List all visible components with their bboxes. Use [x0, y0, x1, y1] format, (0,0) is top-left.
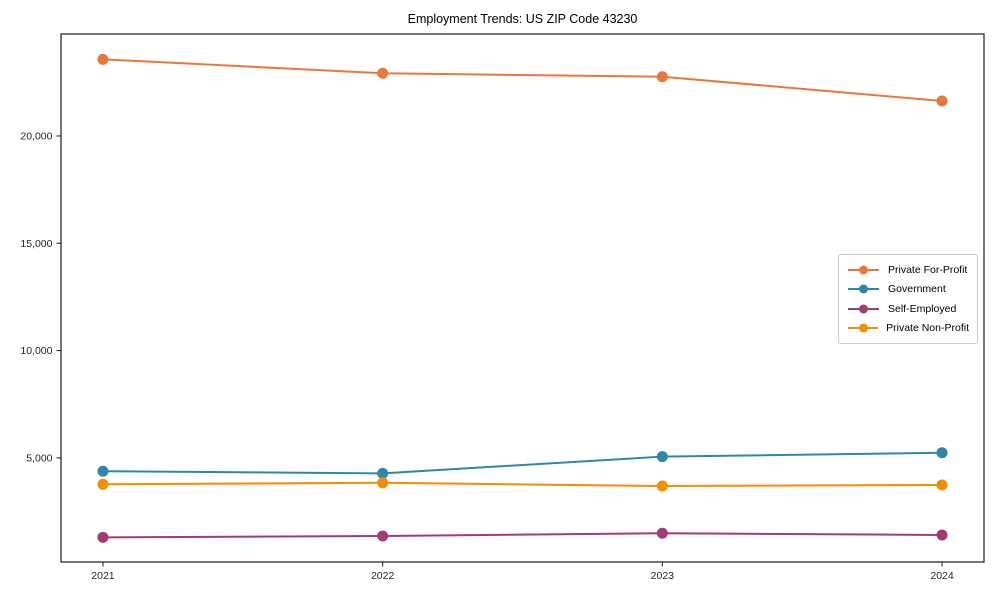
legend-label: Private For-Profit	[888, 264, 968, 276]
chart-title: Employment Trends: US ZIP Code 43230	[407, 12, 638, 26]
legend-item-government: Government	[847, 280, 969, 298]
y-tick-label: 10,000	[20, 345, 52, 357]
legend-item-private-non-profit: Private Non-Profit	[847, 319, 969, 337]
series-marker-government	[656, 451, 668, 463]
series-marker-government	[377, 467, 389, 479]
legend-marker-icon	[848, 265, 879, 275]
series-marker-private-for-profit	[656, 71, 668, 83]
x-tick-label: 2024	[930, 570, 954, 582]
series-marker-government	[936, 447, 948, 459]
legend-label: Self-Employed	[888, 302, 957, 315]
series-marker-government	[97, 465, 109, 477]
legend-marker-icon	[848, 284, 879, 294]
series-marker-private-non-profit	[377, 477, 389, 489]
series-marker-self-employed	[936, 529, 948, 541]
series-marker-private-non-profit	[656, 480, 668, 492]
series-marker-self-employed	[656, 527, 668, 539]
legend-marker-icon	[848, 304, 879, 314]
series-marker-private-non-profit	[97, 478, 109, 490]
series-line-government	[101, 451, 944, 475]
legend-label: Private Non-Profit	[886, 321, 969, 334]
series-marker-private-for-profit	[936, 95, 948, 107]
series-marker-private-for-profit	[97, 53, 109, 65]
plot-border	[60, 33, 985, 563]
legend-label: Government	[888, 283, 946, 296]
series-line-private-for-profit	[101, 58, 944, 102]
series-marker-self-employed	[97, 531, 109, 543]
legend-marker-icon	[848, 323, 879, 333]
series-marker-private-for-profit	[377, 67, 389, 79]
series-line-private-non-profit	[101, 481, 944, 488]
series-line-self-employed	[101, 532, 944, 539]
legend: Private For-Profit Government Self-Employe…	[838, 254, 978, 344]
legend-item-private-for-profit: Private For-Profit	[847, 261, 969, 279]
series-marker-private-non-profit	[936, 479, 948, 491]
x-tick-label: 2023	[651, 570, 675, 582]
y-tick-label: 15,000	[20, 238, 52, 250]
y-tick-label: 20,000	[20, 130, 52, 142]
y-tick-label: 5,000	[26, 452, 52, 464]
x-tick-label: 2021	[91, 570, 115, 582]
series-marker-self-employed	[377, 530, 389, 542]
legend-item-self-employed: Self-Employed	[847, 300, 969, 318]
x-tick-label: 2022	[371, 570, 395, 582]
